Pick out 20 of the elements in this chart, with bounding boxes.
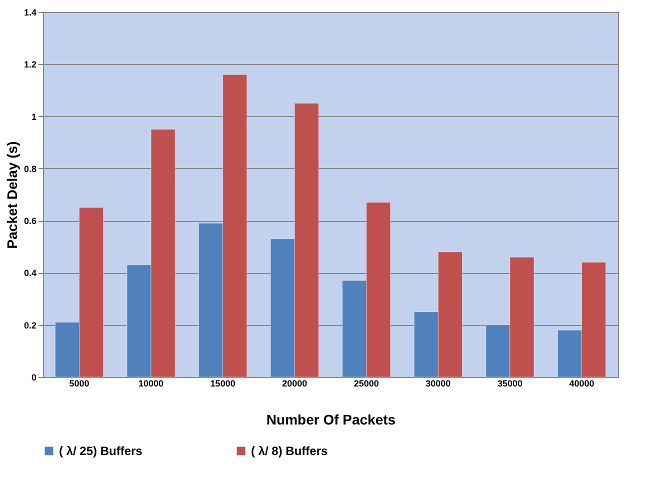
legend-label: ( λ/ 8) Buffers <box>251 444 328 458</box>
y-tick-label: 1.4 <box>24 8 36 18</box>
y-tick-label: 0.4 <box>24 268 36 278</box>
y-tick-label: 0.6 <box>24 216 36 226</box>
x-tick-label: 35000 <box>497 378 522 388</box>
y-tick-label: 0 <box>31 372 36 382</box>
y-tick-label: 1.2 <box>24 60 36 70</box>
x-tick-label: 15000 <box>210 378 236 388</box>
y-tick-label: 1 <box>31 112 36 122</box>
x-tick-label: 30000 <box>426 378 451 388</box>
x-tick-label: 20000 <box>282 378 308 388</box>
y-axis-title: Packet Delay (s) <box>4 141 20 249</box>
y-tick-label: 0.2 <box>24 320 36 330</box>
legend-label: ( λ/ 25) Buffers <box>59 444 143 458</box>
x-tick-label: 5000 <box>69 378 90 388</box>
x-axis-title: Number Of Packets <box>266 412 396 428</box>
x-tick-label: 10000 <box>138 378 164 388</box>
y-tick-label: 0.8 <box>24 164 36 174</box>
x-tick-label: 40000 <box>569 378 594 388</box>
x-tick-label: 25000 <box>354 378 379 388</box>
